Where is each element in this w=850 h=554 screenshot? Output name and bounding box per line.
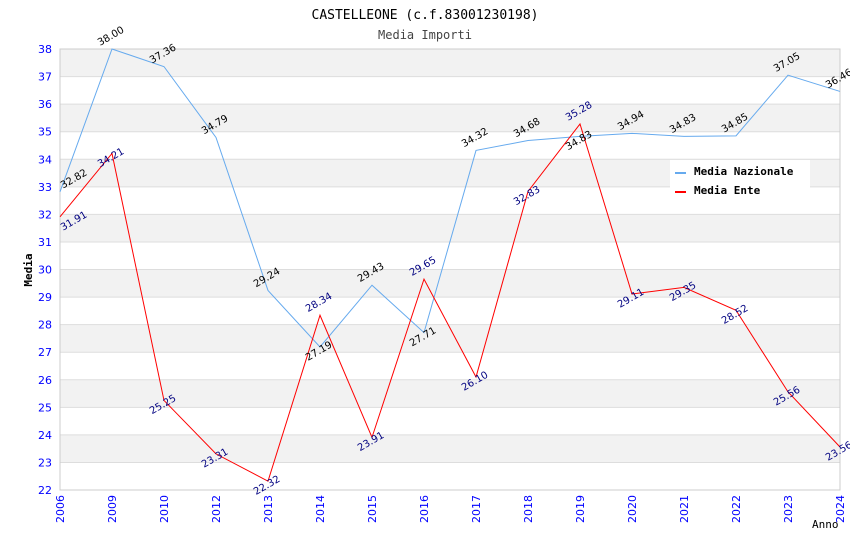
chart-subtitle: Media Importi bbox=[378, 28, 472, 42]
y-tick-label: 25 bbox=[38, 401, 52, 414]
x-tick-label: 2013 bbox=[262, 495, 275, 523]
y-tick-label: 29 bbox=[38, 291, 52, 304]
y-tick-label: 23 bbox=[38, 456, 52, 469]
y-tick-label: 31 bbox=[38, 236, 52, 249]
grid-band bbox=[60, 434, 840, 463]
x-tick-label: 2012 bbox=[210, 495, 223, 523]
x-tick-label: 2016 bbox=[418, 495, 431, 523]
x-tick-label: 2015 bbox=[366, 495, 379, 523]
legend-nazionale: Media Nazionale bbox=[694, 165, 794, 178]
plot-frame bbox=[59, 48, 841, 491]
y-tick-label: 30 bbox=[38, 264, 52, 277]
y-tick-label: 22 bbox=[38, 484, 52, 497]
y-tick-label: 28 bbox=[38, 319, 52, 332]
x-tick-label: 2023 bbox=[782, 495, 795, 523]
grid-band bbox=[60, 269, 840, 298]
chart-title: CASTELLEONE (c.f.83001230198) bbox=[312, 8, 539, 23]
grid-band bbox=[60, 297, 840, 325]
grid-band bbox=[60, 76, 840, 105]
x-tick-label: 2021 bbox=[678, 495, 691, 523]
y-tick-label: 32 bbox=[38, 208, 52, 221]
x-tick-label: 2024 bbox=[834, 495, 847, 523]
x-axis-label: Anno bbox=[812, 518, 839, 531]
x-tick-label: 2014 bbox=[314, 495, 327, 523]
grid-band bbox=[60, 352, 840, 380]
y-tick-label: 38 bbox=[38, 43, 52, 56]
series-line-nazionale bbox=[59, 48, 841, 348]
y-tick-label: 26 bbox=[38, 374, 52, 387]
x-tick-label: 2006 bbox=[54, 495, 67, 523]
y-tick-label: 37 bbox=[38, 71, 52, 84]
data-label: 38.00 bbox=[96, 25, 126, 49]
x-tick-label: 2022 bbox=[730, 495, 743, 523]
x-tick-label: 2018 bbox=[522, 495, 535, 523]
y-tick-label: 27 bbox=[38, 346, 52, 359]
y-tick-label: 36 bbox=[38, 98, 52, 111]
y-tick-label: 33 bbox=[38, 181, 52, 194]
grid-band bbox=[60, 379, 840, 408]
x-tick-label: 2009 bbox=[106, 495, 119, 523]
x-tick-label: 2017 bbox=[470, 495, 483, 523]
grid-band bbox=[60, 241, 840, 270]
y-tick-label: 24 bbox=[38, 429, 52, 442]
grid-band bbox=[60, 462, 840, 490]
grid-band bbox=[60, 49, 840, 77]
y-tick-label: 35 bbox=[38, 126, 52, 139]
grid-band bbox=[60, 407, 840, 435]
x-tick-label: 2010 bbox=[158, 495, 171, 523]
y-axis-label: Media bbox=[22, 253, 35, 286]
y-tick-label: 34 bbox=[38, 153, 52, 166]
x-tick-label: 2019 bbox=[574, 495, 587, 523]
legend-ente: Media Ente bbox=[694, 184, 761, 197]
grid-band bbox=[60, 104, 840, 132]
x-tick-label: 2020 bbox=[626, 495, 639, 523]
series-line-ente bbox=[59, 122, 841, 482]
legend: Media Nazionale Media Ente bbox=[670, 160, 810, 202]
grid-band bbox=[60, 324, 840, 353]
grid-band bbox=[60, 214, 840, 242]
